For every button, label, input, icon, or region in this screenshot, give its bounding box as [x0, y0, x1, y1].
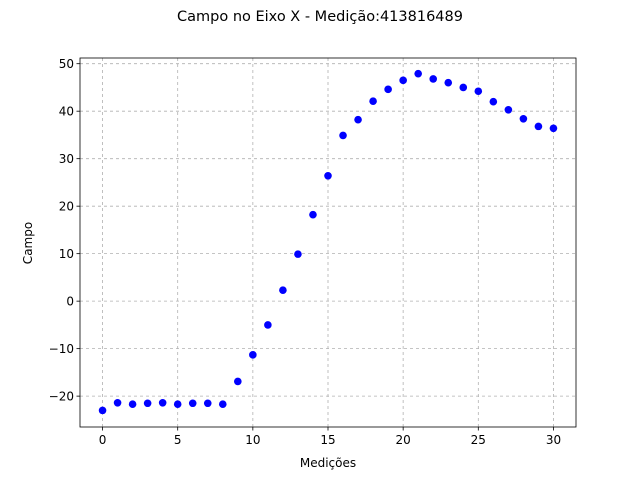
x-tick-label: 20 [396, 433, 411, 447]
data-point [474, 87, 483, 96]
data-point [128, 400, 137, 409]
data-point [143, 399, 152, 408]
data-point [309, 210, 317, 219]
data-point [534, 122, 543, 131]
data-point [369, 97, 377, 106]
data-point [549, 124, 558, 133]
data-point [399, 76, 407, 85]
points-layer [98, 69, 558, 415]
data-point [354, 115, 362, 124]
data-point [203, 399, 212, 408]
data-point [218, 400, 227, 409]
y-tick-label: 40 [59, 104, 74, 118]
x-tick-label: 25 [471, 433, 486, 447]
y-tick-label: 20 [59, 199, 74, 213]
data-point [414, 69, 422, 78]
data-point [188, 399, 197, 408]
data-point [339, 131, 347, 140]
x-tick-label: 30 [546, 433, 561, 447]
x-tick-label: 15 [320, 433, 335, 447]
data-point [489, 97, 498, 106]
data-point [234, 377, 242, 386]
data-point [324, 171, 332, 180]
chart-title: Campo no Eixo X - Medição:413816489 [177, 9, 463, 25]
data-point [444, 78, 453, 87]
data-point [429, 75, 438, 83]
grid-layer [80, 58, 576, 427]
y-tick-label: 30 [59, 152, 74, 166]
data-point [113, 398, 122, 407]
data-point [98, 406, 107, 415]
y-tick-label: 50 [59, 57, 74, 71]
y-axis-label: Campo [21, 222, 35, 264]
data-point [158, 398, 167, 407]
x-axis-label: Medições [300, 456, 356, 470]
y-tick-label: −10 [49, 342, 74, 356]
data-point [279, 286, 287, 295]
y-tick-label: −20 [49, 389, 74, 403]
x-tick-label: 10 [245, 433, 260, 447]
y-tick-label: 0 [66, 294, 74, 308]
x-tick-label: 0 [99, 433, 107, 447]
data-point [519, 114, 528, 123]
data-point [173, 400, 182, 409]
x-tick-label: 5 [174, 433, 182, 447]
y-tick-label: 10 [59, 247, 74, 261]
data-point [384, 85, 392, 94]
data-point [249, 351, 257, 359]
ticks-layer: 0 5 10 15 20 25 30 −20 −10 0 10 20 30 40 50 [49, 57, 561, 447]
data-point [459, 83, 468, 92]
data-point [504, 105, 513, 114]
data-point [264, 321, 272, 329]
data-point [294, 250, 302, 258]
